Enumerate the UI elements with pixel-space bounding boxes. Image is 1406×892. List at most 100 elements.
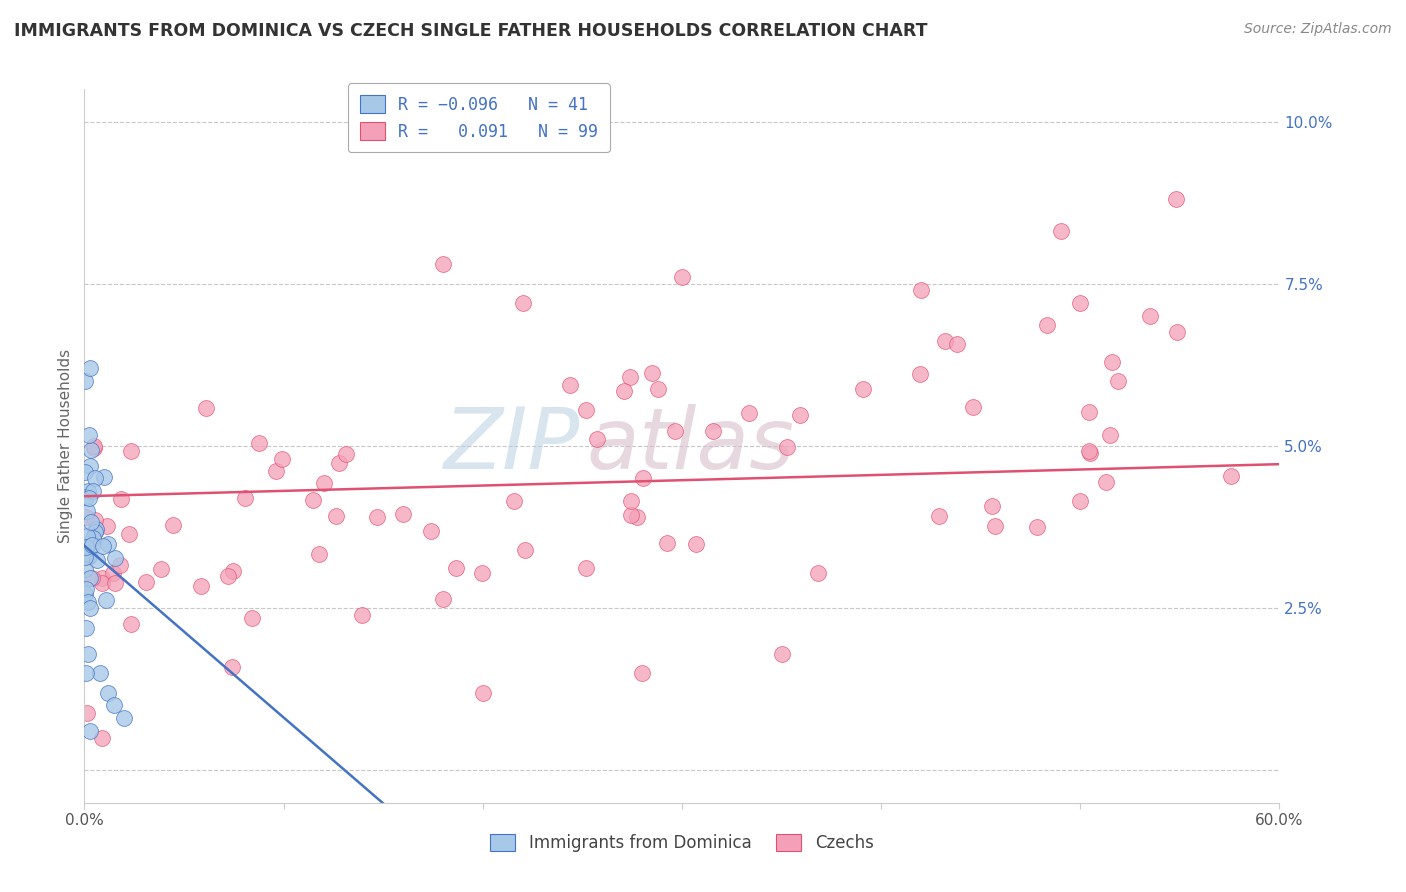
- Point: [77, 484, 100, 499]
- Y-axis label: Single Father Households: Single Father Households: [58, 349, 73, 543]
- Point: [301, 493, 323, 508]
- Point: [685, 537, 707, 551]
- Point: [471, 566, 494, 580]
- Point: [502, 494, 524, 508]
- Point: [335, 447, 357, 461]
- Point: [776, 440, 799, 454]
- Point: [221, 564, 243, 578]
- Point: [77, 427, 100, 442]
- Point: [934, 334, 956, 348]
- Point: [513, 543, 536, 558]
- Point: [626, 510, 648, 524]
- Point: [585, 432, 607, 446]
- Point: [90, 731, 112, 745]
- Point: [620, 494, 643, 508]
- Point: [1050, 224, 1073, 238]
- Point: [76, 706, 98, 721]
- Point: [79, 571, 101, 585]
- Point: [84, 471, 107, 485]
- Point: [328, 456, 350, 470]
- Point: [575, 561, 598, 575]
- Point: [737, 406, 759, 420]
- Point: [75, 540, 97, 554]
- Text: ZIP: ZIP: [444, 404, 581, 488]
- Point: [641, 366, 664, 380]
- Point: [97, 537, 120, 551]
- Text: Source: ZipAtlas.com: Source: ZipAtlas.com: [1244, 22, 1392, 37]
- Point: [217, 569, 239, 583]
- Point: [83, 534, 105, 549]
- Point: [110, 491, 132, 506]
- Point: [103, 698, 125, 713]
- Point: [432, 257, 454, 271]
- Point: [75, 510, 97, 524]
- Point: [671, 270, 693, 285]
- Point: [240, 611, 263, 625]
- Point: [79, 724, 101, 739]
- Point: [619, 370, 641, 384]
- Point: [620, 508, 643, 523]
- Point: [83, 441, 105, 455]
- Point: [83, 525, 105, 540]
- Point: [631, 470, 654, 484]
- Point: [91, 571, 114, 585]
- Point: [1078, 446, 1101, 460]
- Point: [76, 503, 98, 517]
- Point: [1078, 443, 1101, 458]
- Point: [80, 538, 103, 552]
- Point: [981, 499, 1004, 513]
- Text: IMMIGRANTS FROM DOMINICA VS CZECH SINGLE FATHER HOUSEHOLDS CORRELATION CHART: IMMIGRANTS FROM DOMINICA VS CZECH SINGLE…: [14, 22, 928, 40]
- Point: [1026, 520, 1049, 534]
- Point: [1077, 405, 1099, 419]
- Point: [97, 685, 120, 699]
- Point: [221, 660, 243, 674]
- Point: [80, 515, 103, 529]
- Point: [112, 711, 135, 725]
- Point: [82, 531, 104, 545]
- Point: [79, 459, 101, 474]
- Point: [419, 524, 441, 539]
- Point: [73, 466, 96, 480]
- Point: [1166, 326, 1188, 340]
- Point: [962, 401, 984, 415]
- Point: [432, 592, 454, 607]
- Point: [77, 595, 100, 609]
- Point: [1139, 310, 1161, 324]
- Point: [270, 451, 292, 466]
- Point: [79, 601, 101, 615]
- Point: [82, 484, 104, 499]
- Legend: Immigrants from Dominica, Czechs: Immigrants from Dominica, Czechs: [484, 827, 880, 859]
- Point: [73, 562, 96, 576]
- Point: [1036, 318, 1059, 332]
- Text: atlas: atlas: [586, 404, 794, 488]
- Point: [264, 464, 287, 478]
- Point: [93, 540, 115, 554]
- Point: [1098, 428, 1121, 442]
- Point: [86, 522, 108, 536]
- Point: [512, 296, 534, 310]
- Point: [247, 436, 270, 450]
- Point: [613, 384, 636, 399]
- Point: [101, 566, 124, 580]
- Point: [84, 512, 107, 526]
- Point: [120, 616, 142, 631]
- Point: [75, 374, 97, 388]
- Point: [928, 509, 950, 524]
- Point: [558, 378, 581, 392]
- Point: [910, 283, 932, 297]
- Point: [93, 470, 115, 484]
- Point: [73, 549, 96, 564]
- Point: [135, 574, 157, 589]
- Point: [444, 561, 467, 575]
- Point: [946, 336, 969, 351]
- Point: [89, 666, 111, 681]
- Point: [75, 582, 97, 596]
- Point: [1069, 494, 1091, 508]
- Point: [575, 402, 598, 417]
- Point: [1220, 468, 1243, 483]
- Point: [84, 523, 107, 537]
- Point: [80, 571, 103, 585]
- Point: [1101, 355, 1123, 369]
- Point: [104, 550, 127, 565]
- Point: [75, 666, 97, 681]
